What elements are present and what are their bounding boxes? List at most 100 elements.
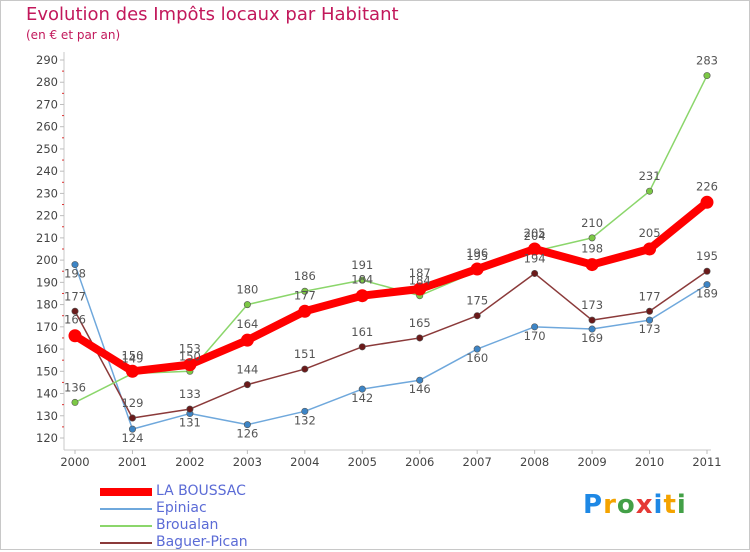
data-label: 161 <box>351 325 373 339</box>
legend-label: Broualan <box>156 517 219 533</box>
y-tick-label: 260 <box>36 120 58 134</box>
legend-label: Baguer-Pican <box>156 534 248 550</box>
data-label: 146 <box>409 382 431 396</box>
data-point <box>585 258 599 272</box>
logo-letter: x <box>635 490 654 520</box>
data-label: 150 <box>179 349 201 363</box>
data-label: 191 <box>351 258 373 272</box>
data-point <box>646 307 654 315</box>
legend-swatch <box>100 542 152 544</box>
x-tick-label: 2000 <box>60 455 89 469</box>
data-point <box>646 316 654 324</box>
y-tick-label: 180 <box>36 298 58 312</box>
data-point <box>301 365 309 373</box>
y-tick-label: 290 <box>36 53 58 67</box>
data-point <box>531 323 539 331</box>
data-label: 170 <box>524 329 546 343</box>
y-tick-label: 240 <box>36 164 58 178</box>
data-label: 231 <box>639 169 661 183</box>
data-point <box>358 343 366 351</box>
x-tick-label: 2007 <box>463 455 492 469</box>
x-tick-label: 2006 <box>405 455 434 469</box>
data-label: 177 <box>294 288 316 302</box>
y-tick-label: 160 <box>36 342 58 356</box>
proxiti-logo: Proxiti <box>583 490 687 520</box>
data-label: 153 <box>179 342 201 356</box>
x-tick-label: 2010 <box>635 455 664 469</box>
data-point <box>413 282 427 296</box>
data-label: 198 <box>64 267 86 281</box>
x-tick-label: 2002 <box>175 455 204 469</box>
data-label: 204 <box>524 229 546 243</box>
data-point <box>240 333 254 347</box>
data-label: 142 <box>351 391 373 405</box>
logo-letter: t <box>663 490 677 520</box>
data-label: 205 <box>524 226 546 240</box>
data-label: 144 <box>236 363 258 377</box>
data-label: 187 <box>409 266 431 280</box>
series-line-broualan <box>74 74 708 404</box>
legend-label: LA BOUSSAC <box>156 483 246 499</box>
data-point <box>71 398 79 406</box>
data-label: 180 <box>236 283 258 297</box>
data-point <box>528 242 542 256</box>
data-point <box>243 301 251 309</box>
legend-swatch <box>100 488 152 496</box>
data-point <box>298 304 312 318</box>
data-label: 149 <box>121 352 143 366</box>
data-point <box>243 421 251 429</box>
data-point <box>588 325 596 333</box>
data-point <box>183 358 197 372</box>
logo-letter: r <box>603 490 617 520</box>
data-point <box>243 381 251 389</box>
chart-title: Evolution des Impôts locaux par Habitant <box>26 4 399 25</box>
data-point <box>643 242 657 256</box>
data-label: 173 <box>639 322 661 336</box>
data-label: 124 <box>121 431 143 445</box>
data-point <box>355 289 369 303</box>
x-tick-label: 2011 <box>692 455 721 469</box>
data-label: 165 <box>409 316 431 330</box>
series-line-epiniac <box>74 263 708 430</box>
data-point <box>588 316 596 324</box>
data-label: 160 <box>466 351 488 365</box>
y-tick-label: 130 <box>36 409 58 423</box>
y-tick-label: 220 <box>36 209 58 223</box>
data-label: 150 <box>121 348 143 362</box>
data-point <box>128 425 136 433</box>
line-chart: 120 130 140 150 160 170 180 190 200 210 220 230 240 2… <box>36 52 722 469</box>
y-tick-label: 200 <box>36 253 58 267</box>
data-label: 184 <box>409 274 431 288</box>
data-label: 173 <box>581 298 603 312</box>
y-tick-label: 140 <box>36 387 58 401</box>
data-point <box>703 281 711 289</box>
data-point <box>358 276 366 284</box>
data-point <box>358 385 366 393</box>
data-point <box>703 72 711 80</box>
data-label: 184 <box>351 273 373 287</box>
data-label: 283 <box>696 54 718 68</box>
data-label: 194 <box>524 251 546 265</box>
y-tick-label: 280 <box>36 75 58 89</box>
logo-letter: P <box>583 490 604 520</box>
data-point <box>128 414 136 422</box>
logo-letter: o <box>616 490 636 520</box>
y-tick-label: 210 <box>36 231 58 245</box>
data-point <box>646 187 654 195</box>
legend-label: Epiniac <box>156 500 207 516</box>
y-tick-label: 270 <box>36 97 58 111</box>
data-label: 131 <box>179 416 201 430</box>
logo-letter: i <box>676 490 687 520</box>
data-label: 186 <box>294 269 316 283</box>
data-label: 129 <box>121 396 143 410</box>
data-label: 151 <box>294 347 316 361</box>
series-line-la-boussac <box>71 198 711 376</box>
data-point <box>186 405 194 413</box>
legend-swatch <box>100 508 152 510</box>
data-label: 195 <box>466 249 488 263</box>
data-label: 132 <box>294 413 316 427</box>
y-tick-label: 190 <box>36 275 58 289</box>
data-point <box>71 261 79 269</box>
data-point <box>125 364 139 378</box>
